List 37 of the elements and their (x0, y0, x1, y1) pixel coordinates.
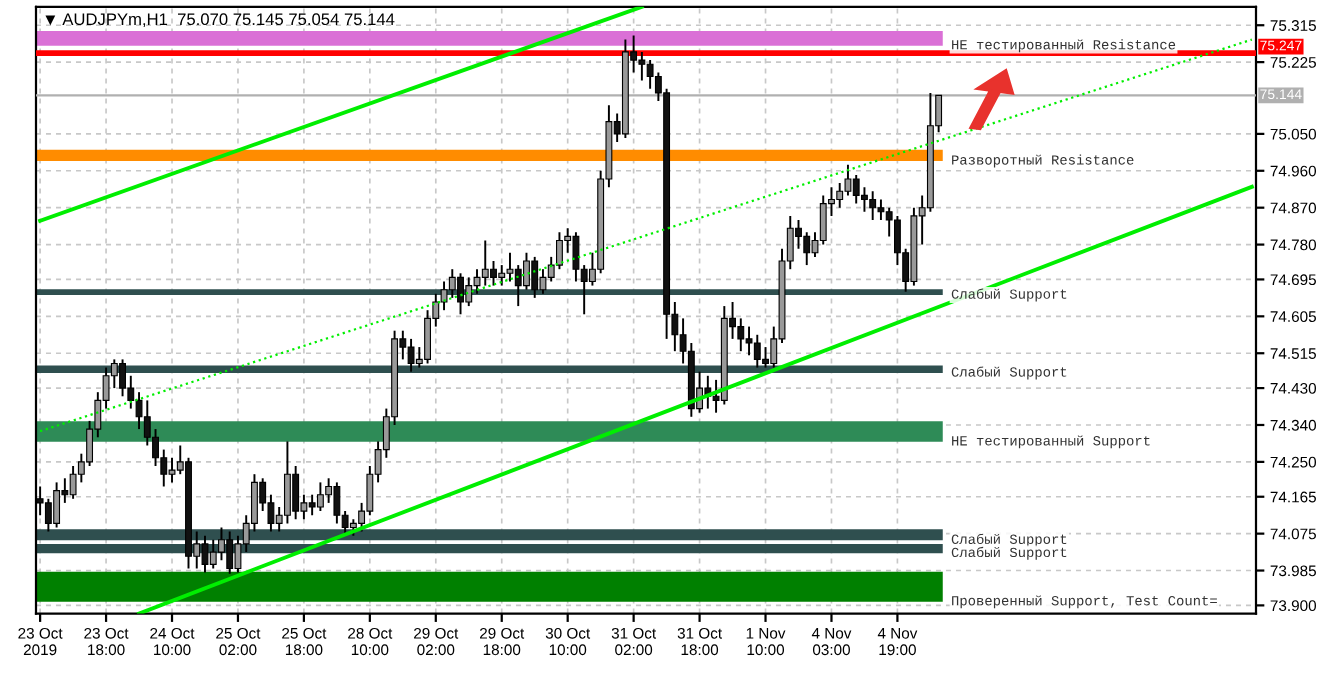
candlestick (869, 190, 877, 221)
candlestick (407, 337, 415, 373)
candlestick (457, 272, 464, 316)
candlestick (218, 526, 225, 562)
candlestick (226, 530, 234, 575)
candlestick (209, 538, 217, 570)
candlestick (836, 182, 844, 209)
candlestick (539, 268, 547, 295)
candlestick (762, 346, 769, 369)
candlestick (852, 173, 860, 205)
candlestick (506, 251, 514, 283)
candlestick (465, 276, 473, 308)
candlestick (572, 231, 580, 283)
candlestick (877, 198, 885, 221)
candlestick (119, 358, 126, 398)
candlestick (514, 264, 522, 308)
candlestick (316, 481, 324, 513)
candlestick (803, 231, 811, 267)
candlestick (819, 194, 827, 246)
candlestick (283, 440, 291, 525)
candlestick (53, 481, 61, 529)
candlestick (498, 264, 506, 287)
candlestick (333, 481, 341, 525)
chart-title: ▼ AUDJPYm,H1 75.070 75.145 75.054 75.144 (45, 13, 395, 28)
candlestick (753, 333, 761, 369)
candlestick (523, 251, 530, 291)
candlestick (448, 268, 456, 299)
candlestick (201, 534, 209, 574)
candlestick (424, 309, 431, 365)
candlestick (44, 497, 52, 533)
candlestick (481, 239, 489, 287)
candlestick (292, 465, 300, 521)
candlestick (861, 186, 868, 213)
candlestick (490, 260, 497, 287)
candlestick (556, 231, 563, 271)
candlestick (531, 255, 539, 299)
candlestick (308, 493, 316, 517)
